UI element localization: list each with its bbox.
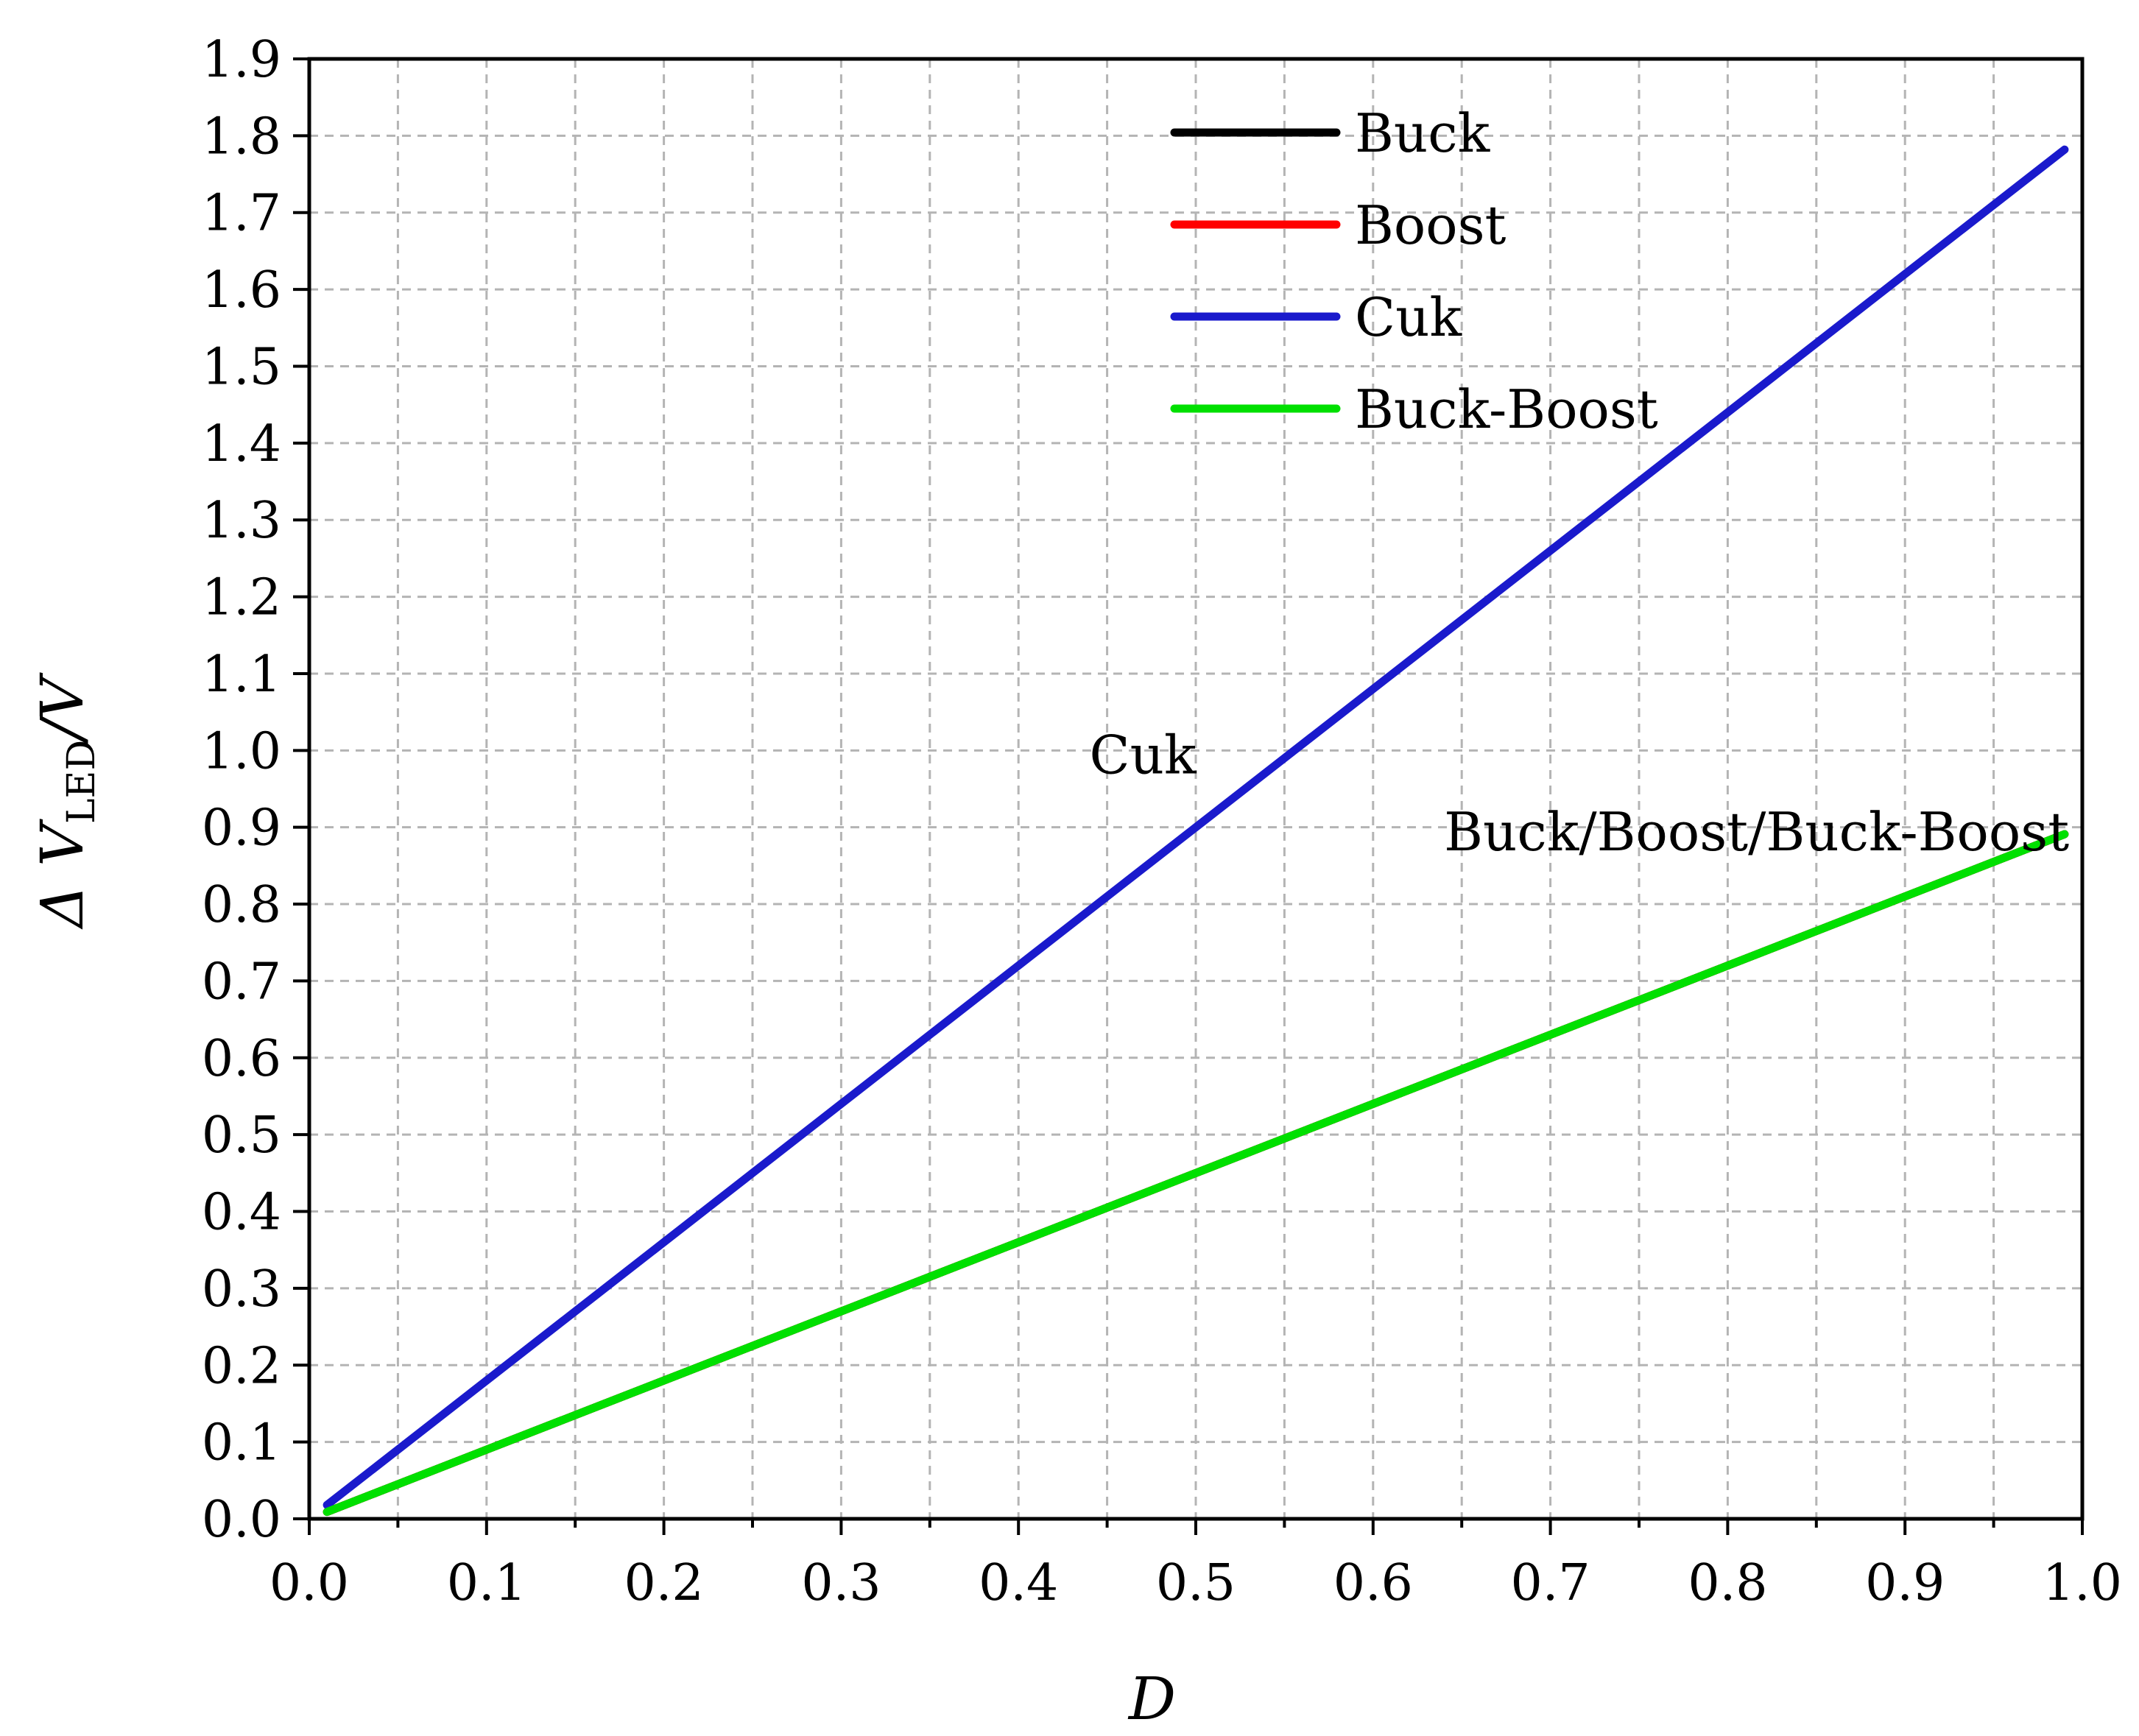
y-tick-label: 1.9 (202, 31, 281, 89)
y-tick-label: 1.5 (202, 338, 281, 396)
y-tick-label: 0.2 (202, 1337, 281, 1395)
x-tick-label: 0.7 (1511, 1554, 1590, 1612)
series-line-buck-boost (323, 830, 2069, 1517)
y-axis-title: Δ VLED/V (28, 672, 104, 930)
legend-label-buck: Buck (1355, 102, 1491, 164)
x-tick-label: 0.5 (1156, 1554, 1236, 1612)
x-tick-label: 0.6 (1333, 1554, 1413, 1612)
annotation-label: Buck/Boost/Buck-Boost (1444, 801, 2069, 863)
y-tick-label: 1.4 (202, 415, 281, 473)
legend-label-cuk: Cuk (1355, 286, 1462, 348)
y-tick-label: 0.9 (202, 800, 281, 858)
legend-label-boost: Boost (1355, 194, 1507, 256)
y-axis-title-subscript: LED (60, 740, 104, 824)
y-tick-label: 1.7 (202, 185, 281, 243)
annotations: Cuk Buck/Boost/Buck-Boost (1090, 724, 2070, 863)
y-tick-label: 1.0 (202, 722, 281, 780)
x-tick-label: 0.4 (979, 1554, 1058, 1612)
legend: Buck Boost Cuk Buck-Boost (1170, 102, 1658, 440)
y-tick-label: 1.3 (202, 492, 281, 550)
legend-label-buck-boost: Buck-Boost (1355, 378, 1658, 440)
series-line-cuk (323, 145, 2069, 1509)
y-tick-label: 0.8 (202, 876, 281, 934)
y-tick-label: 0.6 (202, 1030, 281, 1088)
y-tick-label: 1.8 (202, 107, 281, 166)
x-tick-label: 0.9 (1865, 1554, 1945, 1612)
ticks (293, 57, 2084, 1535)
y-tick-label: 0.1 (202, 1414, 281, 1472)
y-axis-title-suffix: /V (28, 672, 96, 745)
y-tick-label: 1.2 (202, 569, 281, 627)
y-tick-label: 0.3 (202, 1260, 281, 1319)
x-tick-label: 0.2 (624, 1554, 704, 1612)
y-tick-label: 0.4 (202, 1184, 281, 1242)
x-tick-label: 1.0 (2043, 1554, 2122, 1612)
x-tick-label: 0.8 (1688, 1554, 1767, 1612)
x-tick-label: 0.0 (269, 1554, 349, 1612)
y-tick-label: 0.0 (202, 1491, 281, 1549)
x-tick-labels: 0.0 0.1 0.2 0.3 0.4 0.5 0.6 0.7 0.8 0.9 1.0 (269, 1554, 2122, 1612)
x-axis-title: D (1127, 1665, 1176, 1733)
y-tick-label: 0.5 (202, 1107, 281, 1165)
y-tick-label: 1.6 (202, 261, 281, 320)
annotation-label: Cuk (1090, 724, 1197, 786)
y-tick-labels: 0.0 0.1 0.2 0.3 0.4 0.5 0.6 0.7 0.8 0.9 1.0 1.1 1.2 1… (202, 31, 281, 1549)
series-layer (323, 145, 2069, 1517)
x-tick-label: 0.3 (801, 1554, 881, 1612)
y-axis-title-prefix: Δ V (28, 819, 96, 930)
y-tick-label: 1.1 (202, 646, 281, 704)
grid (309, 59, 2082, 1519)
x-tick-label: 0.1 (447, 1554, 526, 1612)
y-tick-label: 0.7 (202, 953, 281, 1011)
